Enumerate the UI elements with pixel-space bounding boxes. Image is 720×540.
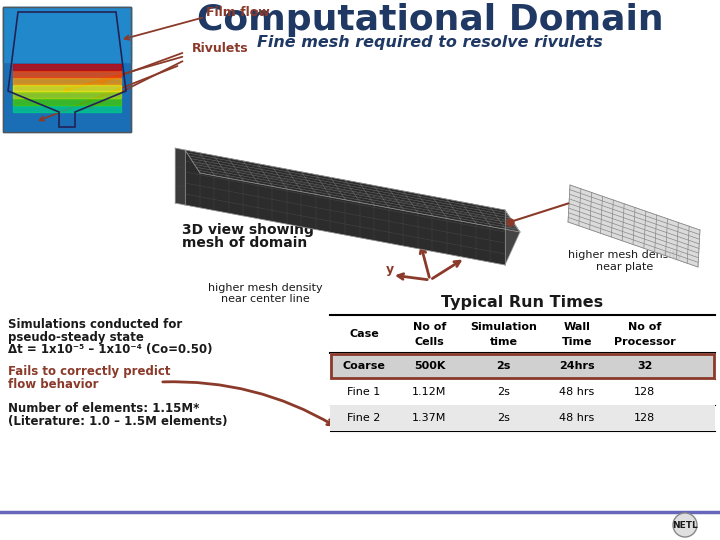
Text: 128: 128 xyxy=(634,387,655,397)
Text: pseudo-steady state: pseudo-steady state xyxy=(8,330,144,343)
Bar xyxy=(330,353,715,379)
Polygon shape xyxy=(185,150,505,265)
Circle shape xyxy=(673,513,697,537)
Text: near plate: near plate xyxy=(596,262,654,272)
Bar xyxy=(3,7,131,132)
Text: near center line: near center line xyxy=(220,294,310,304)
Bar xyxy=(3,7,131,132)
Bar xyxy=(13,92,121,98)
Polygon shape xyxy=(185,150,520,232)
Text: Fine 1: Fine 1 xyxy=(347,387,381,397)
Text: Simulations conducted for: Simulations conducted for xyxy=(8,319,182,332)
Text: Computational Domain: Computational Domain xyxy=(197,3,663,37)
Text: mesh of domain: mesh of domain xyxy=(182,236,307,250)
Text: Case: Case xyxy=(349,329,379,339)
Text: 500K: 500K xyxy=(414,361,445,371)
Text: y: y xyxy=(386,263,394,276)
Text: Cells: Cells xyxy=(415,337,444,347)
Bar xyxy=(13,85,121,91)
Text: Fails to correctly predict: Fails to correctly predict xyxy=(8,366,171,379)
Polygon shape xyxy=(175,148,185,205)
Text: Simulation: Simulation xyxy=(470,322,537,332)
Text: flow behavior: flow behavior xyxy=(8,379,99,392)
Polygon shape xyxy=(505,210,520,265)
Text: Rivulets: Rivulets xyxy=(192,42,248,55)
Polygon shape xyxy=(568,185,700,267)
Text: Fine mesh required to resolve rivulets: Fine mesh required to resolve rivulets xyxy=(257,35,603,50)
Bar xyxy=(330,405,715,431)
Text: 1.12M: 1.12M xyxy=(413,387,446,397)
Text: time: time xyxy=(490,337,518,347)
Bar xyxy=(330,379,715,405)
Text: 2s: 2s xyxy=(497,413,510,423)
Bar xyxy=(13,78,121,84)
Text: 128: 128 xyxy=(634,413,655,423)
Text: higher mesh density: higher mesh density xyxy=(567,250,683,260)
Text: 48 hrs: 48 hrs xyxy=(559,413,595,423)
Bar xyxy=(13,64,121,70)
Text: Number of elements: 1.15M*: Number of elements: 1.15M* xyxy=(8,402,199,415)
Text: 2s: 2s xyxy=(497,387,510,397)
Text: x: x xyxy=(468,246,476,259)
Bar xyxy=(3,7,131,62)
Text: Film flow: Film flow xyxy=(206,6,270,19)
Text: 1.37M: 1.37M xyxy=(413,413,446,423)
Bar xyxy=(13,106,121,112)
Text: 24hrs: 24hrs xyxy=(559,361,595,371)
Text: NETL: NETL xyxy=(672,522,698,530)
Bar xyxy=(331,354,714,378)
Text: Time: Time xyxy=(562,337,593,347)
Text: 48 hrs: 48 hrs xyxy=(559,387,595,397)
Text: No of: No of xyxy=(628,322,661,332)
Bar xyxy=(13,71,121,77)
Text: Fine 2: Fine 2 xyxy=(347,413,381,423)
Bar xyxy=(13,99,121,105)
Text: 2s: 2s xyxy=(496,361,510,371)
Text: Wall: Wall xyxy=(564,322,590,332)
Text: Typical Run Times: Typical Run Times xyxy=(441,294,603,309)
Text: Δt = 1x10⁻⁵ – 1x10⁻⁴ (Co=0.50): Δt = 1x10⁻⁵ – 1x10⁻⁴ (Co=0.50) xyxy=(8,343,212,356)
Text: Coarse: Coarse xyxy=(343,361,385,371)
Text: 32: 32 xyxy=(636,361,652,371)
Text: z: z xyxy=(416,228,423,241)
Text: (Literature: 1.0 – 1.5M elements): (Literature: 1.0 – 1.5M elements) xyxy=(8,415,228,429)
Text: Processor: Processor xyxy=(613,337,675,347)
Text: No of: No of xyxy=(413,322,446,332)
Text: 3D view showing: 3D view showing xyxy=(182,223,314,237)
Text: higher mesh density: higher mesh density xyxy=(207,283,323,293)
